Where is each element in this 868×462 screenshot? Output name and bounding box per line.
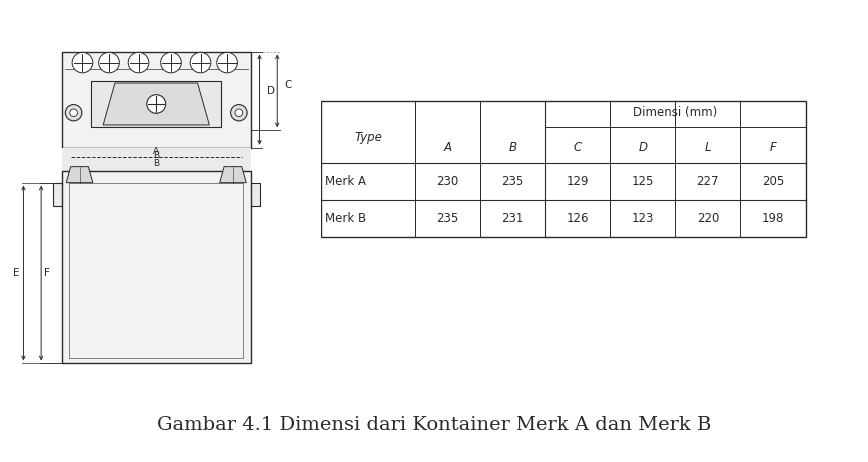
Circle shape [235, 109, 243, 116]
Text: F: F [770, 141, 776, 154]
Text: Type: Type [354, 131, 382, 144]
Circle shape [128, 52, 149, 73]
Text: 129: 129 [567, 175, 589, 188]
Bar [53, 182, 260, 206]
Bar [91, 81, 221, 128]
Text: B: B [153, 159, 160, 168]
Bar [62, 52, 251, 148]
Text: Gambar 4.1 Dimensi dari Kontainer Merk A dan Merk B: Gambar 4.1 Dimensi dari Kontainer Merk A… [157, 416, 711, 434]
Circle shape [147, 95, 166, 113]
Text: Dimensi (mm): Dimensi (mm) [633, 106, 718, 119]
Circle shape [161, 52, 181, 73]
Text: 235: 235 [502, 175, 523, 188]
Text: C: C [574, 141, 582, 154]
Text: 220: 220 [697, 212, 719, 225]
Text: 227: 227 [697, 175, 719, 188]
Text: 126: 126 [567, 212, 589, 225]
Circle shape [72, 52, 93, 73]
Text: D: D [638, 141, 648, 154]
Text: Merk A: Merk A [326, 175, 366, 188]
Circle shape [231, 104, 247, 121]
Text: B: B [509, 141, 516, 154]
Text: B: B [153, 151, 160, 159]
Polygon shape [220, 167, 247, 182]
Bar [62, 171, 251, 363]
Text: 205: 205 [762, 175, 784, 188]
Text: 125: 125 [632, 175, 654, 188]
Text: L: L [705, 141, 711, 154]
Bar [321, 101, 806, 237]
Circle shape [99, 52, 120, 73]
Text: 123: 123 [632, 212, 654, 225]
Text: E: E [13, 268, 19, 278]
Text: Merk B: Merk B [326, 212, 366, 225]
Text: F: F [44, 268, 50, 278]
Circle shape [69, 109, 77, 116]
Text: 231: 231 [502, 212, 523, 225]
Text: C: C [285, 80, 292, 90]
Text: 230: 230 [437, 175, 458, 188]
Text: A: A [153, 147, 160, 156]
Circle shape [65, 104, 82, 121]
Circle shape [217, 52, 238, 73]
Polygon shape [103, 83, 209, 125]
Circle shape [190, 52, 211, 73]
Text: 235: 235 [437, 212, 458, 225]
Bar [62, 148, 251, 171]
Text: 198: 198 [762, 212, 784, 225]
Text: D: D [267, 86, 275, 96]
Bar [69, 182, 243, 358]
Polygon shape [66, 167, 93, 182]
Text: A: A [444, 141, 451, 154]
